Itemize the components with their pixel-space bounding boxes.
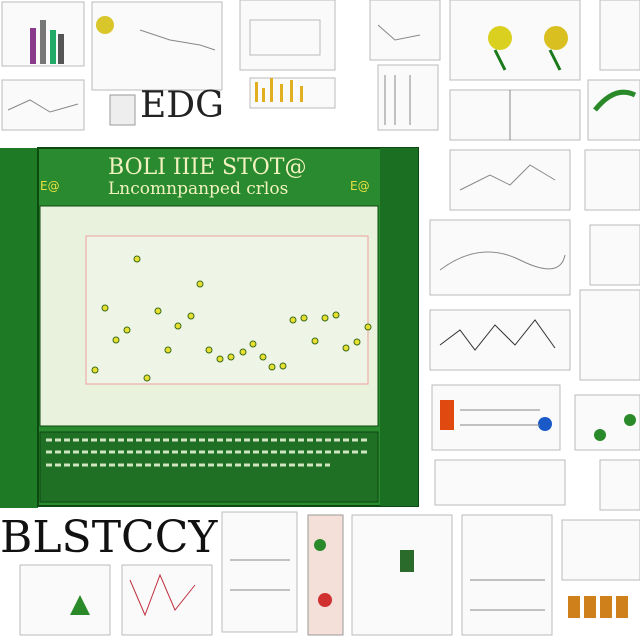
scatter-dots: [91, 255, 372, 382]
panel-title: BOLI IIIE STOT@: [108, 155, 306, 180]
thumbnails-bottom: [19, 511, 640, 636]
header-title: EDG: [140, 85, 224, 126]
green-panel: E@ E@ BOLI IIIE STOT@ Lncomnpanped crlos: [0, 147, 419, 508]
panel-side-right: E@: [350, 179, 370, 193]
panel-subtitle: Lncomnpanped crlos: [108, 179, 288, 199]
panel-side-left: E@: [40, 179, 60, 193]
thumbnails-top: [1, 0, 640, 141]
thumbnails-right: [429, 149, 640, 511]
footer-title: BLSTCCY: [0, 512, 218, 563]
